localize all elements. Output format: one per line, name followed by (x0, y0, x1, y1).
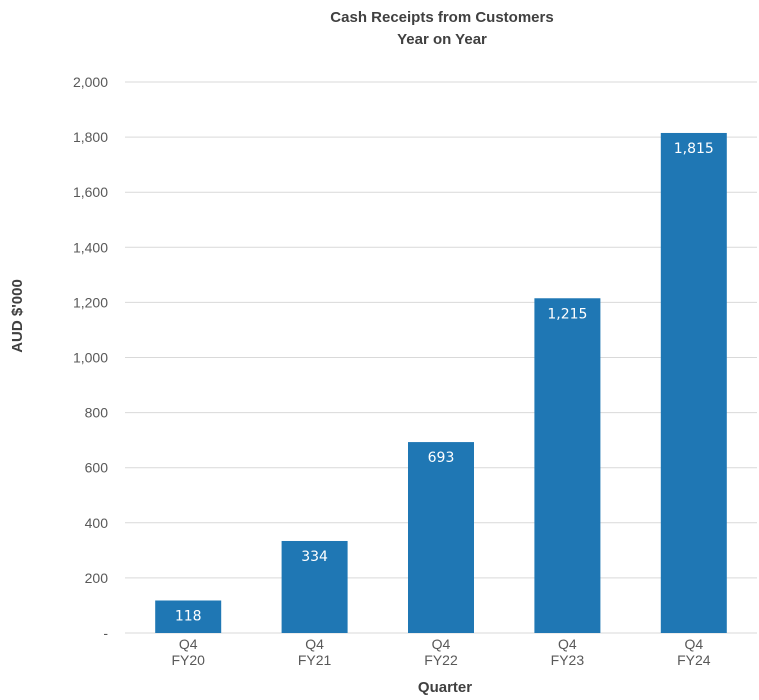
bar (534, 298, 601, 633)
x-tick-label: FY22 (424, 652, 458, 668)
y-tick-label: 1,800 (73, 129, 108, 145)
x-tick-label: FY23 (551, 652, 585, 668)
y-tick-label: 200 (85, 570, 109, 586)
bar-value-label: 334 (301, 549, 328, 565)
bar-value-label: 1,215 (547, 306, 587, 322)
bar-value-label: 118 (175, 608, 202, 624)
y-axis-ticks: - 200 400 600 800 1,000 1,200 1,400 1,600 1,800 2,… (73, 74, 108, 641)
y-tick-label: - (103, 625, 108, 641)
x-axis-title: Quarter (418, 679, 472, 696)
y-tick-label: 1,400 (73, 239, 108, 255)
bar (281, 540, 348, 633)
x-tick-label: FY24 (677, 652, 711, 668)
y-tick-label: 400 (85, 515, 109, 531)
y-tick-label: 1,600 (73, 184, 108, 200)
y-tick-label: 800 (85, 405, 109, 421)
x-tick-label: Q4 (558, 636, 577, 652)
x-tick-label: Q4 (432, 636, 451, 652)
y-tick-label: 2,000 (73, 74, 108, 90)
x-tick-label: Q4 (305, 636, 324, 652)
bar-value-label: 693 (428, 450, 455, 466)
y-tick-label: 1,000 (73, 350, 108, 366)
x-tick-label: Q4 (179, 636, 198, 652)
chart-subtitle: Year on Year (397, 31, 487, 48)
bar (660, 132, 727, 633)
y-tick-label: 1,200 (73, 294, 108, 310)
bar-value-label: 1,815 (674, 141, 714, 157)
x-tick-label: FY21 (298, 652, 332, 668)
bar (408, 442, 474, 633)
x-tick-label: Q4 (684, 636, 703, 652)
chart-title: Cash Receipts from Customers (330, 9, 553, 26)
y-axis-title: AUD $'000 (9, 279, 26, 353)
data-labels: 118 334 693 1,215 1,815 (175, 141, 714, 625)
y-tick-label: 600 (85, 460, 109, 476)
x-tick-label: FY20 (171, 652, 205, 668)
bar (155, 600, 222, 633)
gridlines (125, 81, 757, 634)
bars (155, 132, 727, 633)
